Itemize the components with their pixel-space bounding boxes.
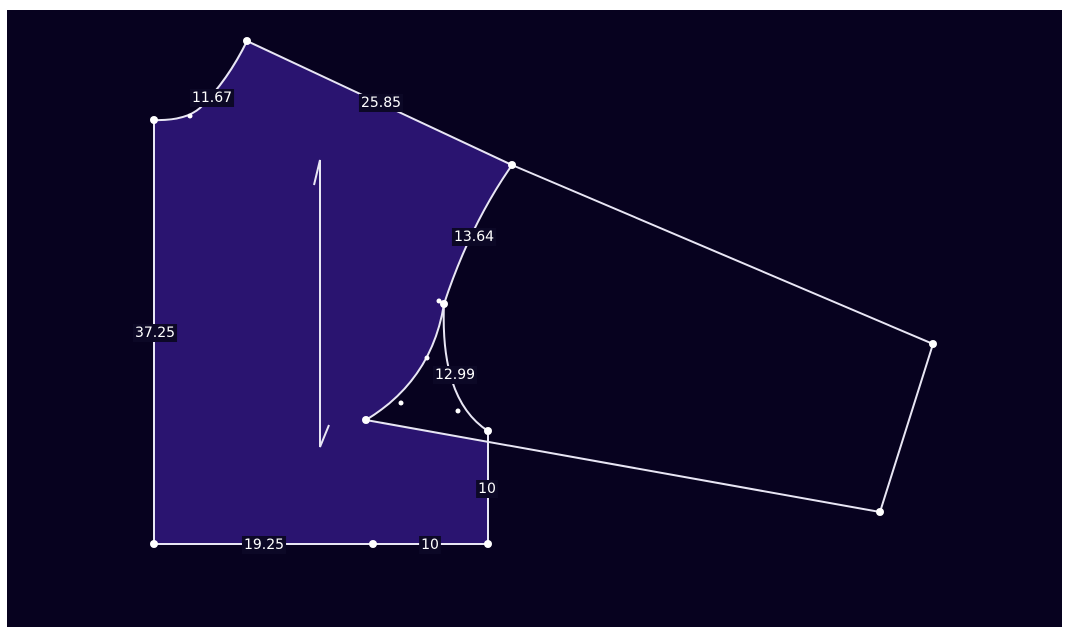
measurement-label: 10 (421, 537, 439, 553)
control-point[interactable] (398, 400, 404, 406)
label-background (451, 228, 497, 246)
point[interactable] (484, 427, 492, 435)
points (150, 37, 937, 548)
measurement-labels: 11.67 25.85 13.64 37.25 12.99 10 19.25 1… (132, 89, 498, 554)
label-background (189, 89, 235, 107)
measurement-label: 25.85 (361, 95, 401, 111)
measurement-label: 13.64 (454, 229, 494, 245)
sleeve-cap-curve (365, 303, 445, 421)
measurement-label: 11.67 (192, 90, 232, 106)
point[interactable] (150, 540, 158, 548)
control-point[interactable] (424, 355, 430, 361)
measurement-label: 10 (478, 481, 496, 497)
measurement-label: 19.25 (244, 537, 284, 553)
label-background (132, 324, 178, 342)
point[interactable] (508, 161, 516, 169)
label-background (476, 480, 498, 498)
label-background (419, 536, 441, 554)
control-point[interactable] (455, 408, 461, 414)
point[interactable] (369, 540, 377, 548)
point[interactable] (243, 37, 251, 45)
point[interactable] (440, 300, 448, 308)
point[interactable] (929, 340, 937, 348)
control-point[interactable] (436, 298, 442, 304)
point[interactable] (484, 540, 492, 548)
bodice-fill (154, 41, 512, 544)
label-background (358, 94, 404, 112)
measurement-label: 12.99 (435, 367, 475, 383)
point[interactable] (150, 116, 158, 124)
measurement-label: 37.25 (135, 325, 175, 341)
sleeve-outline (365, 164, 935, 514)
label-background (432, 366, 478, 384)
control-point[interactable] (187, 113, 193, 119)
point[interactable] (362, 416, 370, 424)
label-background (241, 536, 287, 554)
grain-line (313, 159, 330, 448)
point[interactable] (876, 508, 884, 516)
